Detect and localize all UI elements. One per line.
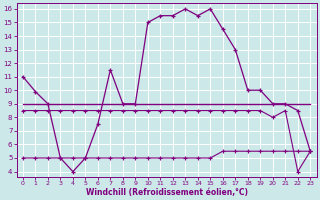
- X-axis label: Windchill (Refroidissement éolien,°C): Windchill (Refroidissement éolien,°C): [85, 188, 248, 197]
